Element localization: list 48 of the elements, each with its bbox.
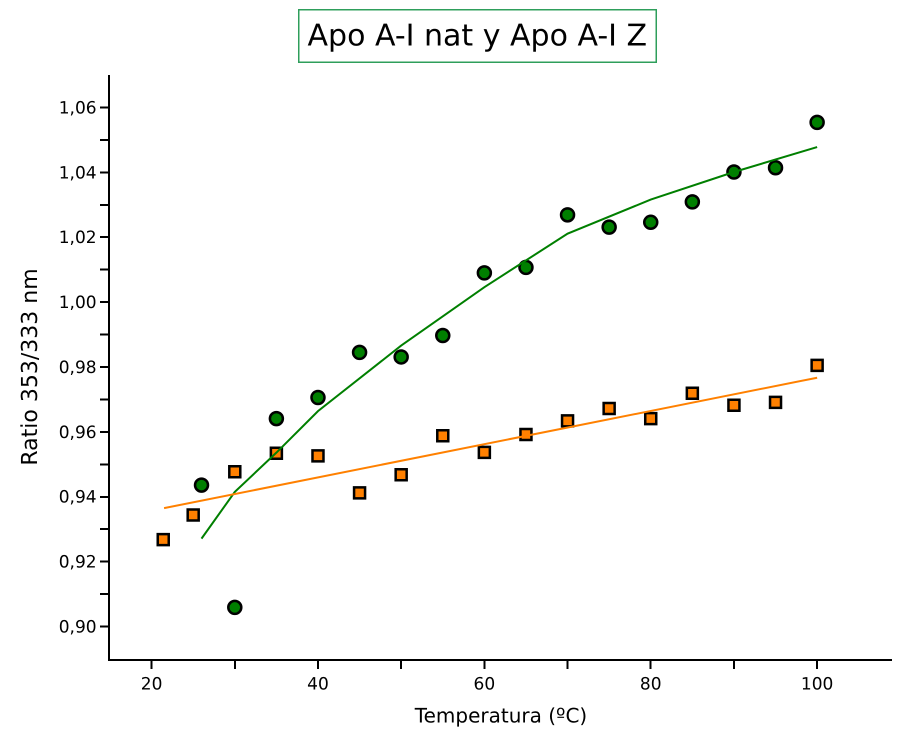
point: [727, 398, 741, 412]
point: [228, 465, 242, 479]
point: [686, 386, 700, 400]
y-tick-label: 0,90: [58, 618, 97, 638]
point: [394, 468, 408, 482]
x-tick-label: 60: [474, 674, 496, 694]
point: [684, 194, 700, 210]
x-tick-label: 80: [640, 674, 662, 694]
point: [476, 265, 492, 281]
point: [810, 358, 824, 372]
point: [393, 349, 409, 365]
y-tick-label: 0,94: [58, 488, 97, 508]
y-tick-label: 1,00: [58, 293, 97, 314]
point: [435, 328, 451, 344]
point: [602, 402, 616, 416]
point: [809, 114, 825, 130]
point: [518, 260, 534, 276]
y-tick-label: 1,04: [58, 163, 97, 184]
point: [352, 344, 368, 360]
x-tick-label: 40: [307, 674, 329, 694]
point: [644, 412, 658, 426]
point: [560, 207, 576, 223]
x-axis-title: Temperatura (ºC): [414, 703, 588, 728]
y-axis-title: Ratio 353/333 nm: [18, 268, 44, 466]
point: [560, 414, 574, 428]
y-tick-label: 0,98: [58, 358, 97, 378]
point: [186, 508, 200, 522]
point: [310, 390, 326, 406]
line-series: [200, 146, 818, 540]
x-tick-label: 20: [140, 674, 162, 694]
point: [227, 600, 243, 616]
x-tick-label: 100: [800, 674, 834, 694]
point: [436, 429, 450, 443]
point: [768, 160, 784, 176]
point: [768, 396, 782, 410]
y-tick-label: 1,02: [58, 228, 97, 248]
point: [194, 477, 210, 493]
chart-title: Apo A-I nat y Apo A-I Z: [308, 18, 648, 54]
y-tick-label: 0,96: [58, 422, 97, 443]
point: [478, 446, 492, 460]
point: [352, 486, 366, 500]
point: [601, 219, 617, 235]
point: [642, 214, 658, 230]
point: [156, 532, 170, 546]
point: [268, 410, 284, 426]
y-tick-label: 0,92: [58, 552, 97, 573]
point: [311, 449, 325, 463]
y-tick-label: 1,06: [58, 98, 97, 118]
